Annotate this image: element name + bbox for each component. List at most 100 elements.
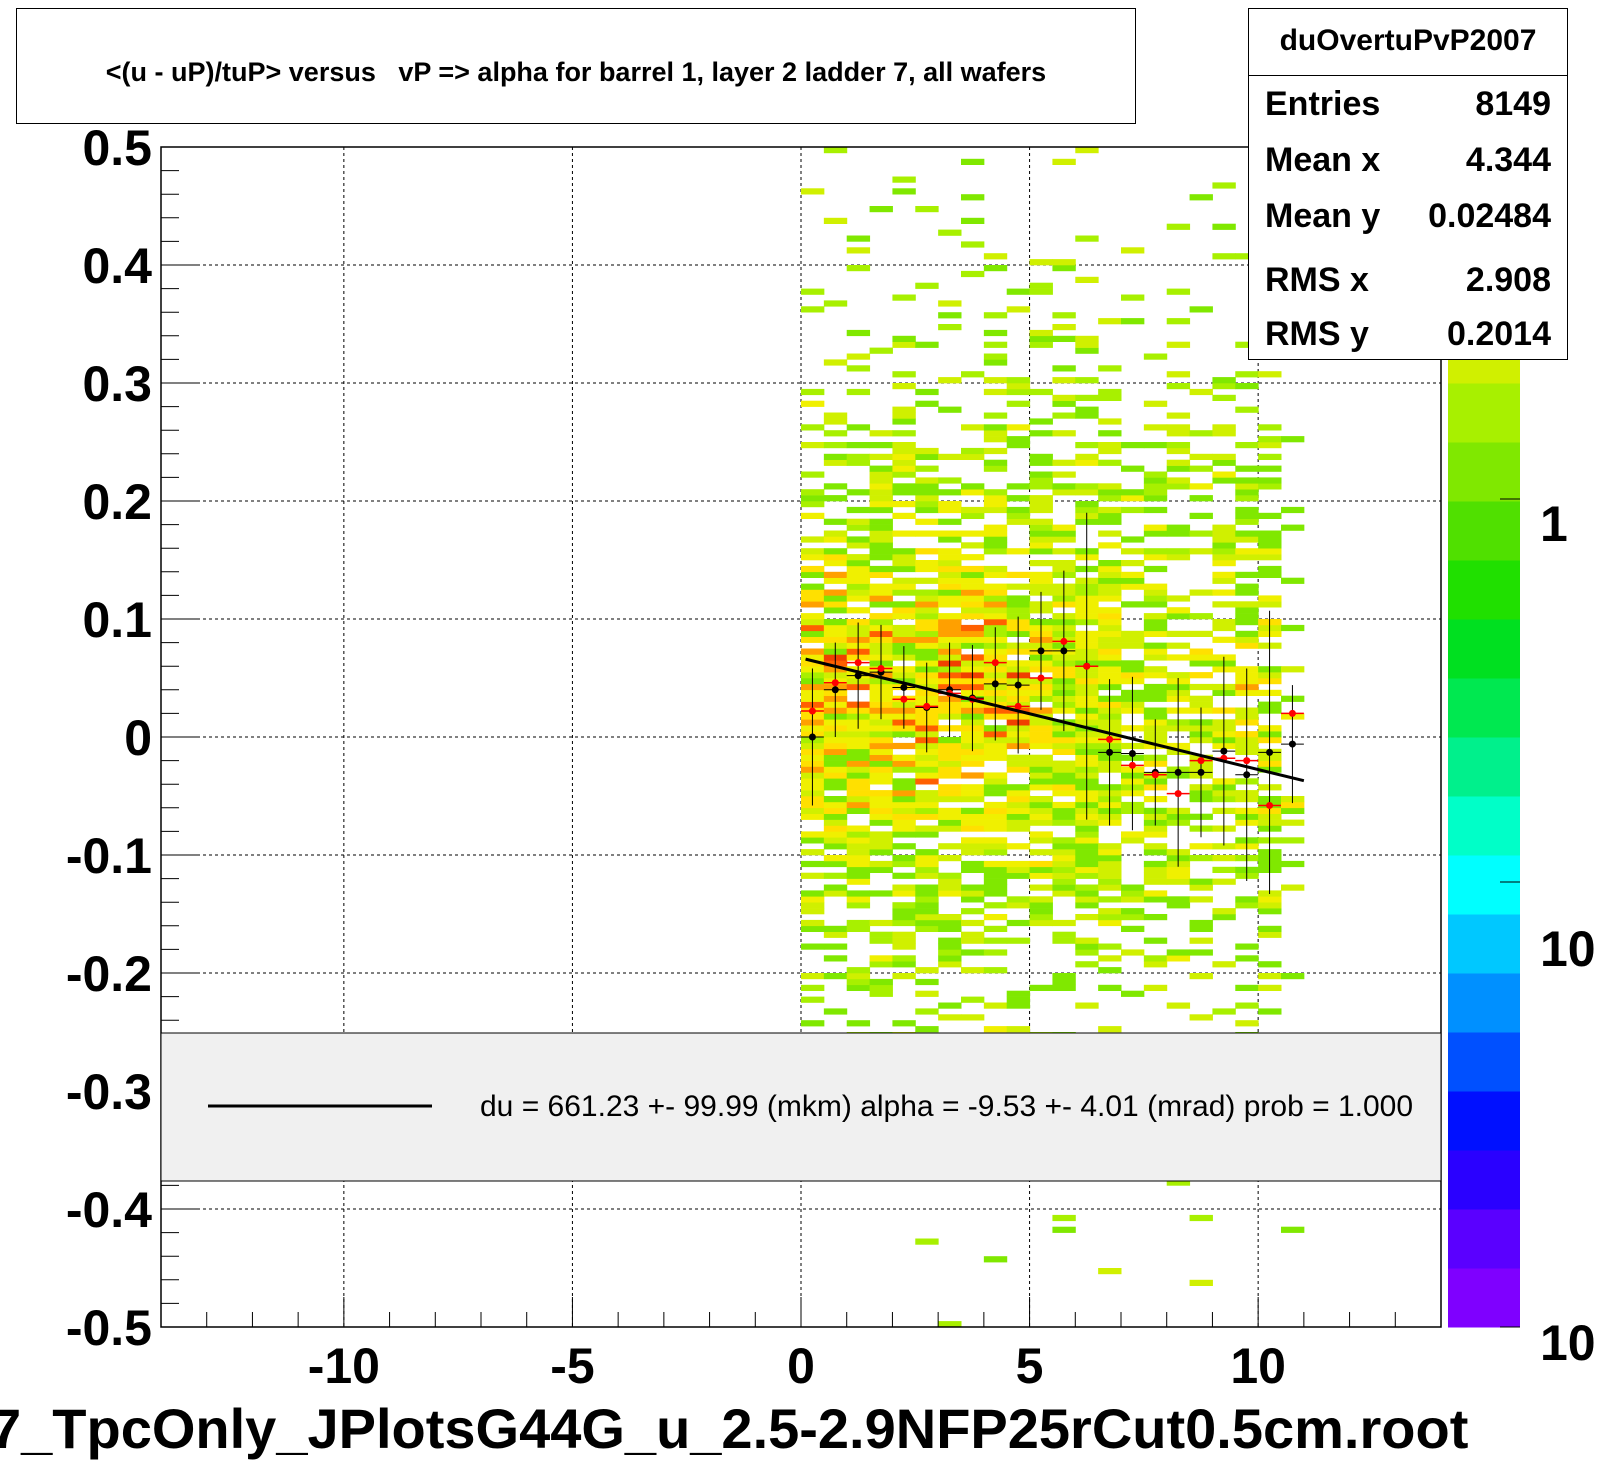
heat-cell [892,613,916,620]
heat-cell [961,506,985,514]
heat-cell [1006,843,1031,850]
palette-segment [1448,737,1520,797]
stats-row-rms-y: RMS y 0.2014 [1265,315,1551,359]
heat-cell [1006,518,1031,525]
heat-cell [915,453,939,460]
heat-cell [846,872,871,879]
heat-cell [1029,477,1053,484]
heat-cell [1121,536,1145,543]
heat-cell [1006,872,1031,879]
heat-cell [915,890,939,897]
heat-cell [892,937,916,944]
heat-cell [823,819,848,826]
heat-cell [961,813,985,820]
heat-cell [1052,855,1076,862]
heat-cell [1143,477,1168,484]
heat-cell [1258,530,1282,537]
heat-cell [823,518,848,525]
heat-cell [869,742,893,750]
heat-cell [1098,589,1122,596]
heat-cell [1006,571,1031,578]
heat-cell [1143,595,1168,602]
heat-cell [1212,577,1236,584]
heat-cell [961,589,985,596]
heat-cell [915,613,939,620]
heat-cell [938,324,962,331]
heat-cell [892,778,916,785]
heat-cell [1075,459,1099,466]
profile-point-black [1174,768,1182,776]
heat-cell [801,595,825,602]
heat-cell [1166,430,1191,437]
heat-cell [869,890,893,897]
heat-cell [1029,884,1053,891]
heat-cell [983,388,1008,396]
heat-cell [1098,483,1122,490]
heat-cell [1006,383,1031,390]
heat-cell [983,949,1008,956]
profile-point-red [1197,757,1205,765]
profile-point-black [808,733,816,741]
heat-cell [938,772,962,779]
heat-cell [915,518,939,525]
heat-cell [1235,589,1259,596]
heat-cell [961,554,985,561]
heat-cell [1006,1002,1031,1009]
heat-cell [983,872,1008,879]
heat-cell [1281,1226,1305,1233]
heat-cell [1052,760,1076,767]
heat-cell [1281,860,1305,868]
heat-cell [961,760,985,767]
heat-cell [938,925,962,932]
heat-cell [1029,501,1053,508]
heat-cell [915,341,939,348]
heat-cell [1121,890,1145,897]
heat-cell [823,495,848,502]
heat-cell [1098,1268,1122,1275]
heat-cell [869,601,893,608]
heat-cell [1235,548,1259,555]
palette-segment [1448,678,1520,738]
heat-cell [983,790,1008,797]
heat-cell [1212,548,1236,555]
heat-cell [1098,872,1122,879]
heat-cell [869,813,893,820]
heat-cell [961,825,985,832]
heat-cell [823,601,848,608]
heat-cell [846,247,871,254]
heat-cell [801,925,825,932]
heat-cell [1166,672,1191,679]
heat-cell [801,565,825,573]
heat-cell [1006,796,1031,803]
heat-cell [801,973,825,980]
heat-cell [961,241,985,248]
heat-cell [915,1008,939,1015]
heat-cell [846,459,871,466]
y-tick-label: 0.1 [82,592,152,648]
heat-cell [846,855,871,862]
heat-cell [801,660,825,667]
heat-cell [1235,984,1259,991]
heat-cell [846,742,871,750]
heat-cell [823,890,848,897]
heat-cell [846,978,871,986]
heat-cell [1006,583,1031,590]
heat-cell [801,471,825,478]
heat-cell [938,819,962,826]
stats-label: RMS y [1265,315,1369,353]
heat-cell [801,501,825,508]
heat-cell [1098,884,1122,891]
heat-cell [915,595,939,602]
profile-point-black [1288,740,1296,748]
heat-cell [1052,483,1076,490]
heat-cell [1075,949,1099,956]
heat-cell [1212,394,1236,401]
heat-cell [983,583,1008,590]
heat-cell [915,565,939,573]
heat-cell [1166,642,1191,649]
heat-cell [869,990,893,997]
heat-cell [1189,654,1213,661]
profile-point-red [1174,790,1182,798]
profile-point-red [854,659,862,667]
heat-cell [961,371,985,378]
